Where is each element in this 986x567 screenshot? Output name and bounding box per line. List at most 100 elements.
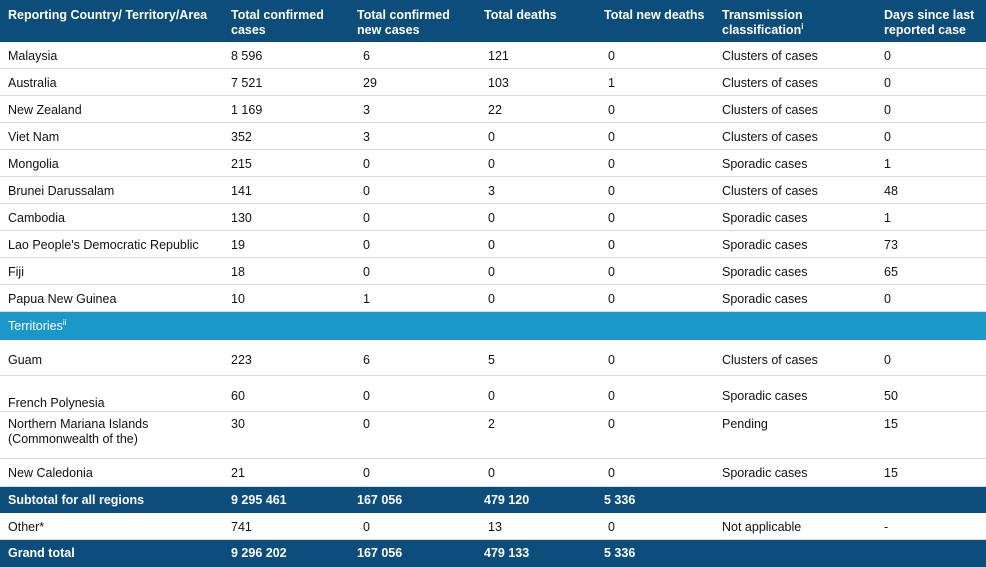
grand-total-deaths: 479 133: [484, 546, 530, 560]
cell-deaths: 0: [488, 265, 495, 279]
cell-transmission: Clusters of cases: [722, 103, 818, 117]
cell-country: Malaysia: [8, 49, 58, 63]
table-row: Cambodia 130 0 0 0 Sporadic cases 1: [0, 204, 986, 231]
cell-cases: 1 169: [231, 103, 263, 117]
cell-cases: 141: [231, 184, 252, 198]
grand-total-label: Grand total: [8, 546, 75, 560]
cell-deaths: 121: [488, 49, 509, 63]
cell-days: 50: [884, 389, 898, 403]
cell-cases: 10: [231, 292, 245, 306]
cell-new-cases: 0: [363, 265, 370, 279]
cell-days: 0: [884, 49, 891, 63]
table-row: New Caledonia 21 0 0 0 Sporadic cases 15: [0, 459, 986, 487]
cell-deaths: 0: [488, 466, 495, 480]
cell-new-cases: 3: [363, 130, 370, 144]
cell-transmission: Clusters of cases: [722, 76, 818, 90]
header-deaths: Total deaths: [484, 8, 557, 22]
cell-transmission: Clusters of cases: [722, 130, 818, 144]
other-row: Other* 741 0 13 0 Not applicable -: [0, 513, 986, 540]
table-row: Australia 7 521 29 103 1 Clusters of cases 0: [0, 69, 986, 96]
subtotal-row: Subtotal for all regions 9 295 461 167 0…: [0, 487, 986, 513]
territories-section-header: Territoriesii: [0, 312, 986, 340]
cell-new-deaths: 1: [608, 76, 615, 90]
header-transmission: Transmission classificationi: [722, 8, 804, 37]
cell-deaths: 5: [488, 353, 495, 367]
grand-total-row: Grand total 9 296 202 167 056 479 133 5 …: [0, 540, 986, 567]
cell-deaths: 0: [488, 211, 495, 225]
grand-total-cases: 9 296 202: [231, 546, 287, 560]
cell-days: 48: [884, 184, 898, 198]
cell-country: Australia: [8, 76, 57, 90]
cell-country: French Polynesia: [8, 396, 105, 410]
subtotal-cases: 9 295 461: [231, 493, 287, 507]
grand-total-new-deaths: 5 336: [604, 546, 636, 560]
cell-days: 0: [884, 76, 891, 90]
table-row: Lao People's Democratic Republic 19 0 0 0 Spo…: [0, 231, 986, 258]
table-row: New Zealand 1 169 3 22 0 Clusters of cases 0: [0, 96, 986, 123]
table-row: Northern Mariana Islands (Commonwealth of…: [0, 412, 986, 459]
cell-new-cases: 0: [363, 417, 370, 431]
cell-cases: 30: [231, 417, 245, 431]
cell-country: Northern Mariana Islands (Commonwealth of…: [8, 417, 149, 446]
cell-cases: 7 521: [231, 76, 263, 90]
cell-deaths: 3: [488, 184, 495, 198]
table-row: Papua New Guinea 10 1 0 0 Sporadic cases 0: [0, 285, 986, 312]
cell-country: Cambodia: [8, 211, 65, 225]
cell-cases: 741: [231, 520, 252, 534]
cell-country: New Zealand: [8, 103, 82, 117]
cell-days: 0: [884, 130, 891, 144]
header-country: Reporting Country/ Territory/Area: [8, 8, 208, 22]
cell-transmission: Sporadic cases: [722, 389, 808, 403]
cell-new-cases: 0: [363, 211, 370, 225]
cell-new-cases: 0: [363, 184, 370, 198]
cell-cases: 21: [231, 466, 245, 480]
cell-country: Viet Nam: [8, 130, 60, 144]
cell-deaths: 0: [488, 157, 495, 171]
cell-deaths: 0: [488, 238, 495, 252]
cell-days: 1: [884, 157, 891, 171]
cell-deaths: 22: [488, 103, 502, 117]
cell-transmission: Not applicable: [722, 520, 802, 534]
cell-new-cases: 6: [363, 353, 370, 367]
cell-transmission: Sporadic cases: [722, 211, 808, 225]
cell-cases: 352: [231, 130, 252, 144]
cell-transmission: Sporadic cases: [722, 157, 808, 171]
cell-new-deaths: 0: [608, 238, 615, 252]
table-header: Reporting Country/ Territory/Area Total …: [0, 0, 986, 42]
cell-country: Brunei Darussalam: [8, 184, 115, 198]
cell-new-cases: 29: [363, 76, 377, 90]
header-new-cases: Total confirmed new cases: [357, 8, 450, 37]
cell-new-deaths: 0: [608, 157, 615, 171]
cell-new-deaths: 0: [608, 292, 615, 306]
cell-cases: 223: [231, 353, 252, 367]
cell-transmission: Clusters of cases: [722, 184, 818, 198]
cell-new-cases: 0: [363, 520, 370, 534]
cell-new-deaths: 0: [608, 353, 615, 367]
cell-new-cases: 3: [363, 103, 370, 117]
cell-new-deaths: 0: [608, 265, 615, 279]
cell-transmission: Clusters of cases: [722, 49, 818, 63]
cell-country: Guam: [8, 353, 43, 367]
cell-country: Fiji: [8, 265, 24, 279]
cell-days: 73: [884, 238, 898, 252]
table-row: Guam 223 6 5 0 Clusters of cases 0: [0, 340, 986, 376]
header-new-deaths: Total new deaths: [604, 8, 705, 22]
cell-days: -: [884, 520, 889, 534]
cell-days: 15: [884, 417, 898, 431]
cell-new-cases: 0: [363, 238, 370, 252]
header-days-since: Days since last reported case: [884, 8, 975, 37]
table-row: French Polynesia 60 0 0 0 Sporadic cases…: [0, 376, 986, 412]
cell-new-cases: 6: [363, 49, 370, 63]
cell-new-cases: 0: [363, 157, 370, 171]
cell-new-deaths: 0: [608, 184, 615, 198]
cell-new-deaths: 0: [608, 466, 615, 480]
country-rows: Malaysia 8 596 6 121 0 Clusters of cases 0 Aust…: [0, 42, 986, 312]
grand-total-new-cases: 167 056: [357, 546, 403, 560]
cell-country: New Caledonia: [8, 466, 93, 480]
header-total-cases: Total confirmed cases: [231, 8, 324, 37]
cell-new-deaths: 0: [608, 417, 615, 431]
cell-new-deaths: 0: [608, 130, 615, 144]
cell-deaths: 0: [488, 130, 495, 144]
cell-days: 1: [884, 211, 891, 225]
cell-new-cases: 1: [363, 292, 370, 306]
